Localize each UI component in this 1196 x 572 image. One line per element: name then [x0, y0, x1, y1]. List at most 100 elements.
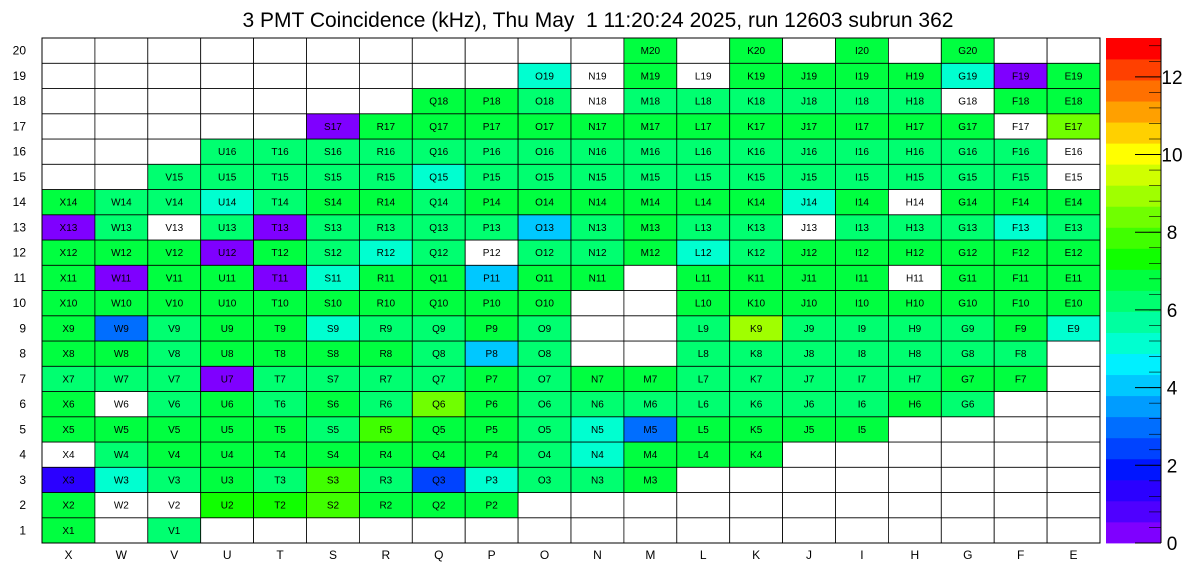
cell-H17 [888, 113, 942, 140]
x-tick-label: I [860, 548, 863, 562]
cell-label-U8: U8 [221, 349, 234, 360]
cell-Q17 [411, 113, 466, 140]
cell-label-W9: W9 [114, 324, 129, 335]
cell-label-H10: H10 [906, 299, 925, 310]
cell-U11 [200, 264, 254, 291]
cell-Q20 [411, 37, 466, 64]
cell-label-I18: I18 [855, 97, 869, 108]
cell-Q8 [411, 340, 466, 367]
cell-F18 [993, 88, 1048, 115]
cell-R20 [358, 37, 413, 64]
cell-label-V7: V7 [168, 374, 181, 385]
cell-T3 [253, 466, 307, 493]
cell-label-I16: I16 [855, 147, 869, 158]
cell-W12 [94, 239, 149, 266]
colorbar-swatch [1106, 395, 1161, 418]
x-tick-label: S [329, 548, 337, 562]
cell-H8 [888, 340, 942, 367]
cell-label-T16: T16 [271, 147, 289, 158]
cell-N5 [570, 416, 625, 443]
cell-label-J6: J6 [804, 400, 815, 411]
cell-P8 [464, 340, 519, 367]
cell-F17 [993, 113, 1048, 140]
cell-label-S5: S5 [327, 425, 340, 436]
colorbar-swatch [1106, 101, 1161, 123]
cell-label-M16: M16 [641, 147, 661, 158]
cell-K7 [729, 365, 784, 392]
cell-S18 [306, 88, 360, 115]
cell-N10 [570, 290, 625, 317]
colorbar-swatch [1106, 269, 1161, 291]
cell-label-V15: V15 [165, 172, 183, 183]
cell-P14 [464, 189, 519, 216]
cell-label-V1: V1 [168, 526, 181, 537]
cell-O5 [517, 416, 572, 443]
cell-G20 [940, 37, 995, 64]
cell-label-V12: V12 [165, 248, 183, 259]
cell-P3 [464, 466, 519, 493]
cell-Q16 [411, 138, 466, 165]
cell-T8 [253, 340, 307, 367]
cell-L13 [676, 214, 731, 241]
cell-label-F10: F10 [1012, 299, 1030, 310]
cell-label-Q3: Q3 [432, 475, 446, 486]
cell-label-P11: P11 [483, 273, 500, 284]
cell-X19 [41, 62, 96, 89]
colorbar: 0 2 4 6 8 10 12 [1106, 38, 1183, 555]
cell-label-M19: M19 [641, 71, 661, 82]
cell-label-K13: K13 [747, 223, 765, 234]
cell-X9 [41, 315, 96, 342]
cell-M2 [623, 492, 678, 519]
cell-label-U16: U16 [218, 147, 237, 158]
cell-label-L14: L14 [695, 198, 712, 209]
cell-label-H12: H12 [906, 248, 925, 259]
cell-J9 [782, 315, 836, 342]
cell-W11 [94, 264, 149, 291]
cell-label-H18: H18 [906, 97, 925, 108]
colorbar-swatch [1106, 59, 1161, 81]
cell-label-J10: J10 [801, 299, 818, 310]
cell-label-W6: W6 [114, 400, 129, 411]
colorbar-tick-label: 2 [1167, 456, 1178, 477]
cell-E10 [1046, 290, 1101, 317]
cell-label-M6: M6 [643, 400, 657, 411]
cell-F15 [993, 163, 1048, 190]
cell-label-Q17: Q17 [429, 122, 448, 133]
cell-label-U10: U10 [218, 299, 237, 310]
cell-label-T4: T4 [274, 450, 286, 461]
cell-label-J9: J9 [804, 324, 815, 335]
cell-label-N5: N5 [591, 425, 604, 436]
cell-label-I15: I15 [855, 172, 869, 183]
cell-label-M7: M7 [643, 374, 657, 385]
cell-label-U3: U3 [221, 475, 234, 486]
cell-label-Q6: Q6 [432, 400, 446, 411]
cell-label-W5: W5 [114, 425, 129, 436]
cell-label-S7: S7 [327, 374, 340, 385]
cell-label-L19: L19 [695, 71, 712, 82]
cell-Q6 [411, 391, 466, 418]
cell-label-P16: P16 [483, 147, 501, 158]
cell-label-S8: S8 [327, 349, 340, 360]
cell-P10 [464, 290, 519, 317]
cell-R11 [358, 264, 413, 291]
cell-label-O11: O11 [535, 273, 554, 284]
cell-W10 [94, 290, 149, 317]
cell-label-N19: N19 [588, 71, 607, 82]
cell-P6 [464, 391, 519, 418]
cell-G7 [940, 365, 995, 392]
cell-label-R4: R4 [379, 450, 392, 461]
cell-E15 [1046, 163, 1101, 190]
cell-label-M20: M20 [641, 46, 661, 57]
cell-K1 [729, 517, 784, 544]
cell-V17 [147, 113, 202, 140]
cell-label-T10: T10 [271, 299, 289, 310]
cell-H2 [888, 492, 942, 519]
cell-E1 [1046, 517, 1101, 544]
cell-label-J16: J16 [801, 147, 818, 158]
cell-label-P10: P10 [483, 299, 501, 310]
cell-label-F14: F14 [1012, 198, 1030, 209]
cell-E6 [1046, 391, 1101, 418]
cell-U2 [200, 492, 254, 519]
cell-P18 [464, 88, 519, 115]
y-tick-label: 14 [13, 195, 27, 209]
